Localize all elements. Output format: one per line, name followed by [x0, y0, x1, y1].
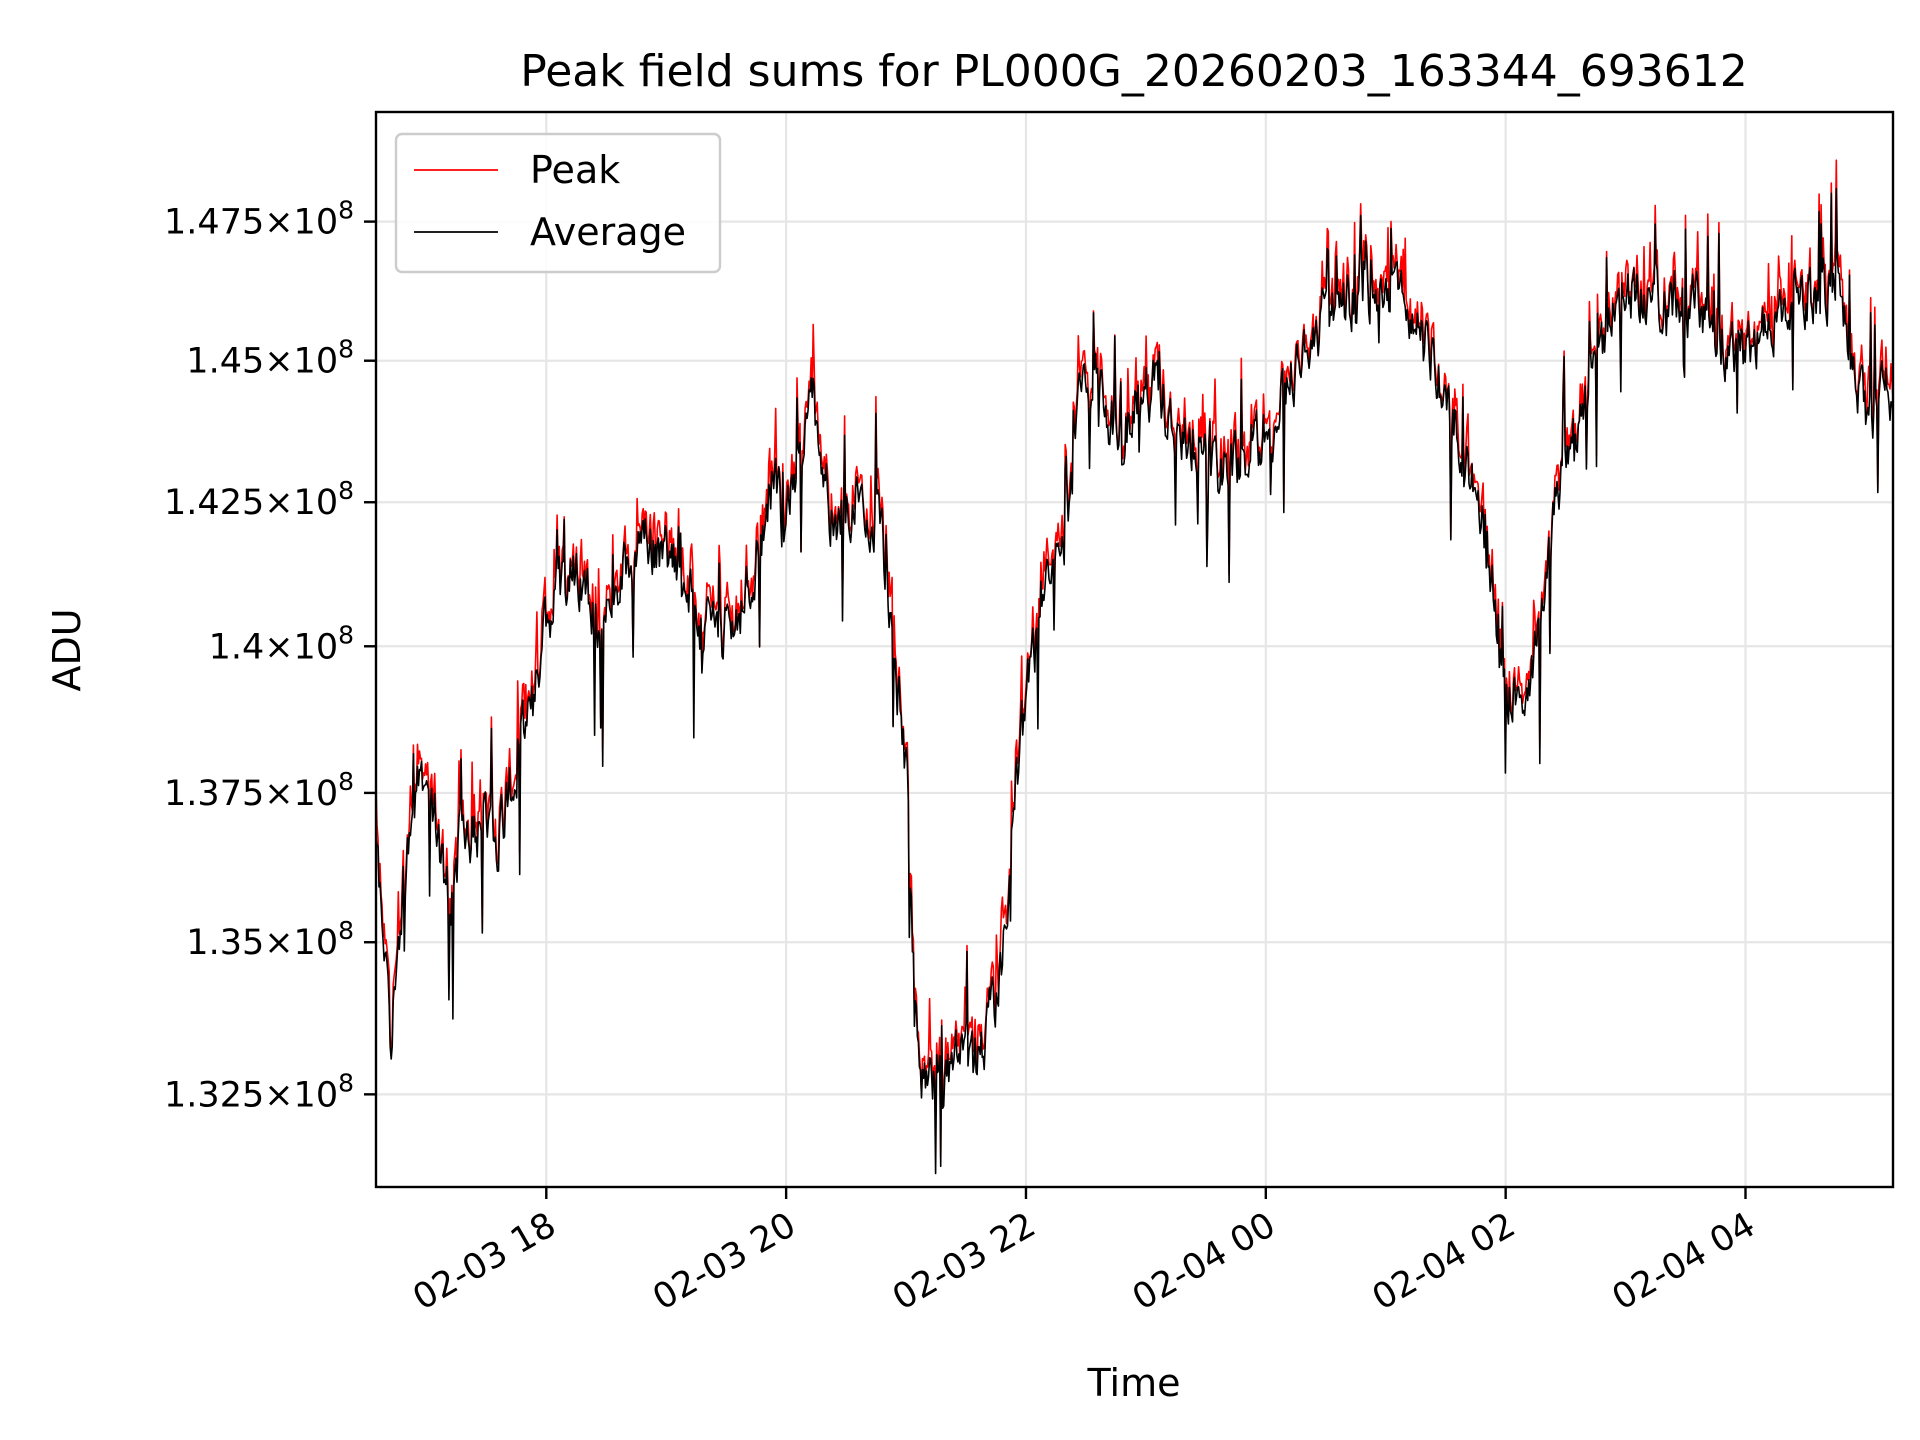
y-tick-label: 1.425×108 — [164, 476, 354, 523]
x-tick-label: 02-03 20 — [646, 1205, 802, 1318]
x-axis: 02-03 18 02-03 20 02-03 22 02-04 00 02-04 02… — [406, 1187, 1762, 1318]
plot-area — [376, 159, 1893, 1175]
y-axis: 1.325×108 1.35×108 1.375×108 1.4×108 1.425×1… — [164, 196, 376, 1115]
y-tick-label: 1.375×108 — [164, 767, 354, 814]
legend: Peak Average — [394, 132, 722, 274]
plot-frame — [374, 110, 1895, 1189]
y-tick-label: 1.4×108 — [209, 620, 354, 667]
series-line-average — [376, 187, 1893, 1175]
x-tick-label: 02-04 02 — [1366, 1205, 1522, 1318]
chart-title: Peak field sums for PL000G_20260203_1633… — [520, 46, 1747, 97]
grid — [376, 112, 1893, 1187]
y-tick-label: 1.475×108 — [164, 196, 354, 243]
y-tick-label: 1.325×108 — [164, 1068, 354, 1115]
x-tick-label: 02-04 04 — [1606, 1205, 1762, 1318]
legend-label-average: Average — [530, 210, 686, 254]
legend-label-peak: Peak — [530, 148, 620, 192]
x-tick-label: 02-03 18 — [406, 1205, 562, 1318]
x-tick-label: 02-03 22 — [886, 1205, 1042, 1318]
x-tick-label: 02-04 00 — [1126, 1205, 1282, 1318]
legend-frame — [394, 132, 722, 274]
x-axis-label: Time — [1087, 1361, 1181, 1405]
y-tick-label: 1.35×108 — [186, 916, 354, 963]
y-axis-label: ADU — [45, 608, 89, 691]
y-tick-label: 1.45×108 — [186, 335, 354, 382]
